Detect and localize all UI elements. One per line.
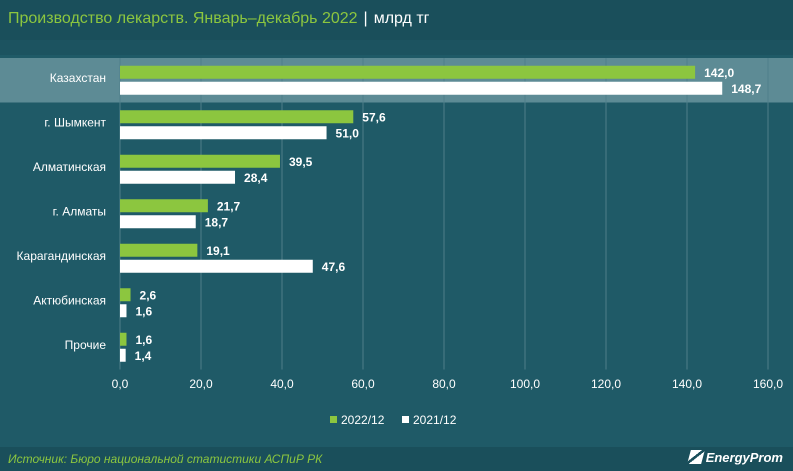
data-label: 1,6 bbox=[135, 304, 152, 318]
bar-2021-12 bbox=[120, 215, 196, 229]
data-label: 142,0 bbox=[704, 66, 734, 80]
bar-2022-12 bbox=[120, 154, 280, 168]
bar-2021-12 bbox=[120, 170, 236, 184]
title-main: Производство лекарств. Январь–декабрь 20… bbox=[8, 10, 358, 27]
data-label: 148,7 bbox=[731, 82, 761, 96]
category-label: Казахстан bbox=[50, 71, 106, 85]
bar-2022-12 bbox=[120, 243, 198, 257]
data-label: 1,4 bbox=[135, 349, 152, 363]
data-label: 28,4 bbox=[244, 171, 268, 185]
bar-2022-12 bbox=[120, 199, 208, 213]
x-tick-label: 100,0 bbox=[510, 377, 540, 391]
x-tick-label: 0,0 bbox=[112, 377, 129, 391]
legend-label: 2022/12 bbox=[341, 413, 385, 427]
x-tick-label: 160,0 bbox=[753, 377, 783, 391]
data-label: 57,6 bbox=[362, 110, 386, 124]
footer: Источник: Бюро национальной статистики А… bbox=[0, 447, 793, 471]
x-tick-label: 80,0 bbox=[432, 377, 456, 391]
data-label: 47,6 bbox=[322, 260, 346, 274]
logo-text: EnergyProm bbox=[705, 450, 783, 465]
category-label: г. Алматы bbox=[53, 204, 106, 218]
x-tick-label: 120,0 bbox=[591, 377, 621, 391]
legend-swatch bbox=[402, 416, 409, 423]
legend-swatch bbox=[330, 416, 337, 423]
x-tick-label: 20,0 bbox=[189, 377, 213, 391]
bar-2021-12 bbox=[120, 126, 327, 140]
bar-2022-12 bbox=[120, 65, 696, 79]
data-label: 39,5 bbox=[289, 155, 313, 169]
category-label: Актюбинская bbox=[33, 293, 106, 307]
x-tick-label: 60,0 bbox=[351, 377, 375, 391]
x-tick-label: 140,0 bbox=[672, 377, 702, 391]
category-label: Прочие bbox=[65, 338, 107, 352]
data-label: 1,6 bbox=[135, 333, 152, 347]
bar-2021-12 bbox=[120, 81, 723, 95]
bar-2022-12 bbox=[120, 332, 127, 346]
category-label: Карагандинская bbox=[17, 249, 106, 263]
logo-mark-icon bbox=[686, 450, 705, 464]
legend-label: 2021/12 bbox=[413, 413, 457, 427]
bar-2021-12 bbox=[120, 304, 127, 318]
highlight-row bbox=[0, 58, 793, 103]
data-label: 18,7 bbox=[205, 215, 229, 229]
category-label: Алматинская bbox=[33, 160, 106, 174]
title-bar: Производство лекарств. Январь–декабрь 20… bbox=[0, 0, 793, 40]
bar-2022-12 bbox=[120, 110, 354, 124]
title-divider bbox=[0, 40, 793, 55]
source-note: Источник: Бюро национальной статистики А… bbox=[8, 452, 323, 466]
category-label: г. Шымкент bbox=[44, 115, 106, 129]
bar-2022-12 bbox=[120, 288, 131, 302]
data-label: 21,7 bbox=[217, 199, 241, 213]
chart-title: Производство лекарств. Январь–декабрь 20… bbox=[8, 10, 430, 28]
bar-chart: 0,0 20,0 40,0 60,0 80,0 100,0 120,0 140,0 160,0 К… bbox=[0, 58, 793, 427]
x-tick-label: 40,0 bbox=[270, 377, 294, 391]
energyprom-logo: EnergyProm bbox=[686, 450, 783, 465]
title-unit: млрд тг bbox=[373, 10, 430, 27]
bar-2021-12 bbox=[120, 348, 126, 362]
data-label: 19,1 bbox=[206, 244, 230, 258]
data-label: 51,0 bbox=[336, 126, 360, 140]
title-separator: | bbox=[363, 10, 368, 27]
bar-2021-12 bbox=[120, 259, 313, 273]
data-label: 2,6 bbox=[140, 288, 157, 302]
